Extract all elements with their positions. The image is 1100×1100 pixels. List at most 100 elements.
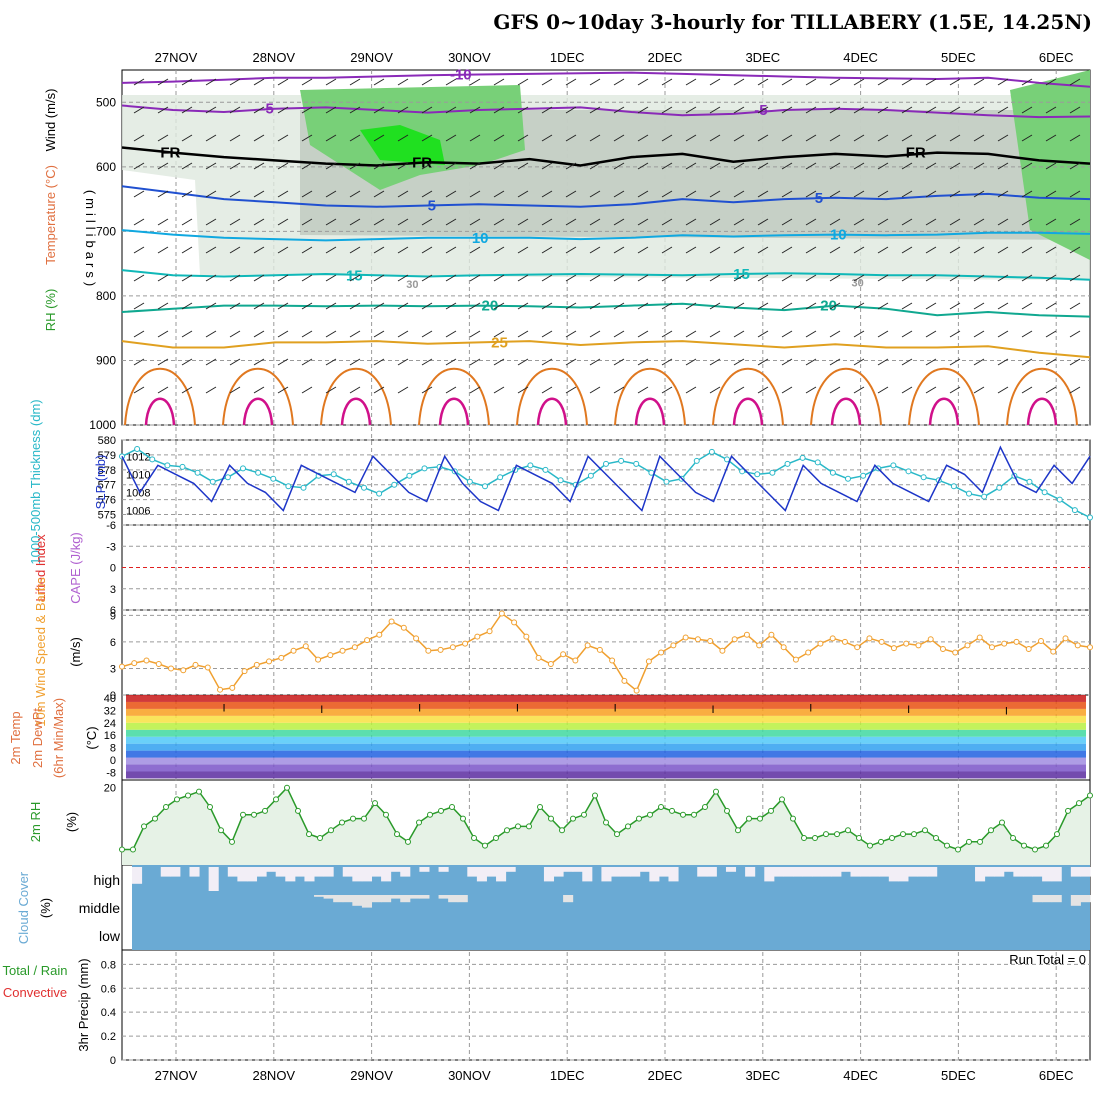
cloud-high-gap	[553, 867, 564, 877]
wind-barb	[781, 274, 793, 282]
lifted-index-tick-label: 3	[110, 584, 116, 596]
panel-frame-precip	[121, 949, 1091, 1061]
wind-barb	[397, 190, 409, 198]
wind-barb	[325, 330, 337, 338]
wind-barb	[709, 162, 721, 170]
wind-barb	[229, 190, 241, 198]
wind-speed-line-point	[645, 658, 652, 665]
temp-contour	[614, 367, 686, 426]
wind-barb	[637, 274, 649, 282]
cloud-middle-gap	[1080, 895, 1091, 903]
rh-line-point	[438, 807, 444, 814]
wind-barb	[637, 330, 649, 338]
thickness-line-point	[134, 445, 141, 452]
wind-barb	[733, 358, 745, 366]
wind-barb	[373, 302, 385, 310]
thickness-line-point	[240, 465, 246, 472]
rh-line-point	[471, 834, 477, 841]
cloud-high-gap	[1013, 867, 1024, 877]
wind-speed-line-point	[241, 668, 248, 675]
wind-barb	[421, 162, 433, 170]
wind-barb	[349, 190, 361, 198]
wind-barb	[925, 106, 937, 114]
wind-barb	[565, 358, 577, 366]
rh-line-point	[933, 834, 939, 841]
wind-barb	[661, 106, 673, 114]
wind-barb	[877, 78, 889, 86]
rh-line-point	[526, 823, 532, 830]
wind-barb	[133, 218, 145, 226]
pressure-axis-label: Wind (m/s)	[43, 89, 58, 152]
thickness-line-point	[587, 472, 594, 479]
wind-barb	[541, 134, 553, 142]
wind-barb	[301, 274, 313, 282]
thickness-line-point	[708, 448, 715, 455]
temp-contour	[144, 397, 176, 426]
rh-line-point	[878, 838, 884, 845]
wind-barb	[1021, 134, 1033, 142]
rh-shading-bright	[360, 125, 445, 165]
isotherm-label: FR	[906, 145, 926, 162]
temp-max-marker: I	[614, 702, 617, 714]
isotherm-line	[121, 71, 1091, 88]
thickness-line-point	[739, 468, 746, 475]
wind-barb	[301, 218, 313, 226]
cloud-high-gap	[496, 867, 507, 882]
cloud-high-gap	[879, 867, 890, 877]
cloud-middle-gap	[563, 895, 574, 903]
cloud-high-gap	[840, 867, 851, 872]
isotherm-line	[121, 146, 1091, 167]
rh-line-point	[350, 815, 356, 822]
temp-color-band	[126, 729, 1086, 737]
wind-barb	[997, 134, 1009, 142]
wind-barb	[661, 358, 673, 366]
cloud-high-gap	[1003, 867, 1014, 872]
wind-barb	[229, 78, 241, 86]
wind-speed-line-point	[168, 665, 175, 672]
thickness-line-point	[361, 484, 367, 491]
cloud-high-gap	[476, 867, 487, 882]
wind-barb	[205, 162, 217, 170]
wind-barb	[445, 386, 457, 394]
rh-line-point	[460, 815, 466, 822]
thickness-line-point	[845, 475, 851, 482]
wind-speed-line-point	[707, 637, 714, 644]
wind-speed-line-point	[474, 633, 481, 640]
temp-contour	[1006, 367, 1078, 426]
wind-barb	[469, 386, 481, 394]
rh-line-point	[207, 804, 213, 811]
wind-barb	[181, 78, 193, 86]
cloud-high-gap	[304, 867, 315, 882]
cloud-high-gap	[189, 867, 200, 877]
cloud-high-gap	[773, 867, 784, 877]
wind-barb	[469, 106, 481, 114]
lifted-index-tick-label: 0	[110, 563, 116, 575]
wind-speed-line-point	[780, 644, 787, 651]
wind-speed-line-point	[498, 610, 505, 617]
wind-barb	[133, 330, 145, 338]
wind-barb	[637, 134, 649, 142]
wind-barb	[1021, 302, 1033, 310]
isotherm-line	[121, 104, 1091, 119]
wind-barb	[181, 190, 193, 198]
wind-barb	[1021, 218, 1033, 226]
wind-barb	[205, 78, 217, 86]
wind-barb	[829, 246, 841, 254]
wind-speed-line-point	[1050, 648, 1057, 655]
rh-line-point	[383, 811, 389, 818]
temp-color-band	[126, 750, 1086, 758]
wind-speed-line-point	[719, 647, 726, 654]
rh-line-point	[394, 831, 400, 838]
wind-barb	[661, 274, 673, 282]
wind-barb	[325, 78, 337, 86]
wind-speed-line-point	[290, 647, 297, 654]
temp-contour	[320, 367, 392, 426]
wind-speed-line-point	[364, 637, 371, 644]
wind-barb	[349, 218, 361, 226]
wind-barb	[901, 106, 913, 114]
wind-speed-line-point	[437, 646, 444, 653]
wind-speed-line-point	[976, 634, 983, 641]
wind-barb	[997, 78, 1009, 86]
wind-barb	[661, 246, 673, 254]
cloud-high-gap	[352, 867, 363, 882]
